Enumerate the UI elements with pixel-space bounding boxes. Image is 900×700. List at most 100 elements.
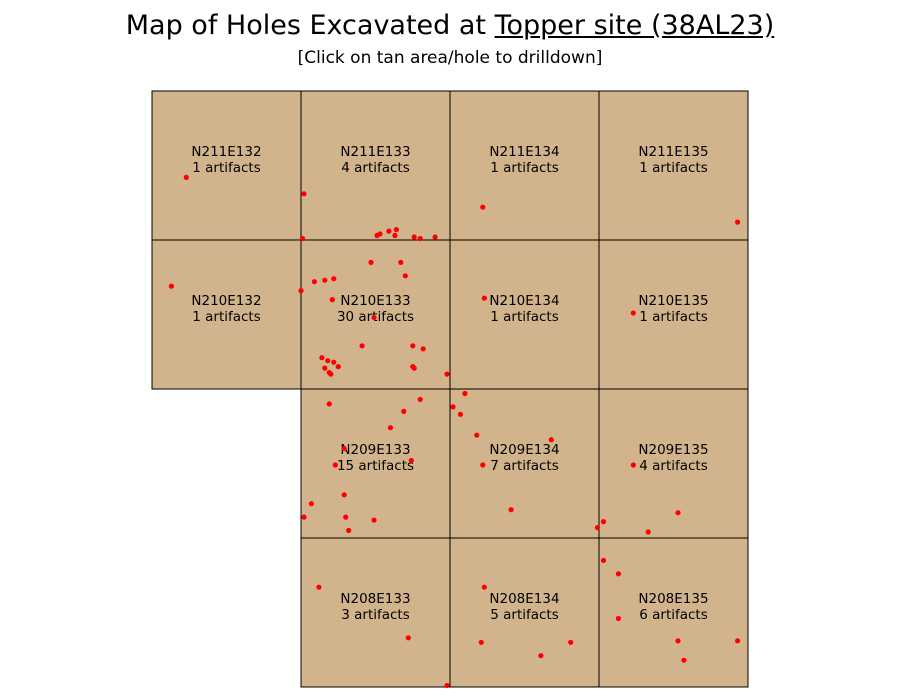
hole-marker[interactable] <box>481 295 487 301</box>
hole-marker[interactable] <box>346 527 352 534</box>
hole-marker[interactable] <box>478 639 484 645</box>
hole-marker[interactable] <box>387 425 393 431</box>
cell-area[interactable] <box>151 239 302 390</box>
hole-marker[interactable] <box>508 507 514 513</box>
cell-area[interactable] <box>300 239 451 390</box>
hole-marker[interactable] <box>328 371 334 377</box>
cell-area[interactable] <box>449 90 600 241</box>
cell-area[interactable] <box>300 388 451 539</box>
hole-marker[interactable] <box>735 219 741 225</box>
hole-marker[interactable] <box>341 446 347 452</box>
hole-marker[interactable] <box>410 343 416 349</box>
hole-marker[interactable] <box>444 371 450 377</box>
hole-marker[interactable] <box>325 358 331 364</box>
hole-marker[interactable] <box>392 232 398 239</box>
hole-marker[interactable] <box>386 228 392 234</box>
hole-marker[interactable] <box>393 227 399 233</box>
hole-marker[interactable] <box>411 234 417 240</box>
hole-marker[interactable] <box>183 174 189 180</box>
hole-marker[interactable] <box>299 235 306 242</box>
hole-marker[interactable] <box>331 276 337 282</box>
hole-marker[interactable] <box>319 355 325 361</box>
hole-marker[interactable] <box>335 364 341 370</box>
hole-marker[interactable] <box>630 462 636 468</box>
hole-marker[interactable] <box>316 584 322 590</box>
hole-marker[interactable] <box>371 517 377 523</box>
site-link[interactable]: Topper site (38AL23) <box>494 10 775 41</box>
cell-area[interactable] <box>449 239 600 390</box>
hole-marker[interactable] <box>548 437 554 443</box>
hole-marker[interactable] <box>681 657 687 663</box>
cell-area[interactable] <box>449 388 600 539</box>
hole-marker[interactable] <box>311 279 317 285</box>
hole-marker[interactable] <box>398 259 404 265</box>
cell-area[interactable] <box>300 537 451 688</box>
hole-marker[interactable] <box>402 273 408 279</box>
hole-marker[interactable] <box>301 514 307 520</box>
hole-marker[interactable] <box>600 519 607 525</box>
hole-marker[interactable] <box>444 682 450 689</box>
hole-marker[interactable] <box>462 390 468 397</box>
hole-marker[interactable] <box>450 404 456 410</box>
cell-area[interactable] <box>449 537 600 688</box>
hole-marker[interactable] <box>420 346 426 352</box>
cell-area[interactable] <box>598 537 749 688</box>
cell-area[interactable] <box>598 90 749 241</box>
hole-marker[interactable] <box>298 288 304 294</box>
cell-area[interactable] <box>300 90 451 241</box>
hole-marker[interactable] <box>600 557 607 564</box>
hole-marker[interactable] <box>301 191 307 197</box>
hole-marker[interactable] <box>331 359 337 365</box>
hole-marker[interactable] <box>735 638 741 644</box>
hole-marker[interactable] <box>594 525 601 531</box>
hole-marker[interactable] <box>322 365 328 371</box>
hole-marker[interactable] <box>481 584 487 590</box>
hole-marker[interactable] <box>341 492 347 498</box>
cell-area[interactable] <box>598 239 749 390</box>
cell-area[interactable] <box>598 388 749 539</box>
hole-marker[interactable] <box>408 457 414 464</box>
hole-marker[interactable] <box>675 510 681 516</box>
hole-marker[interactable] <box>377 231 383 237</box>
hole-marker[interactable] <box>308 501 314 507</box>
hole-marker[interactable] <box>675 638 681 644</box>
hole-marker[interactable] <box>480 204 486 210</box>
hole-marker[interactable] <box>326 401 332 407</box>
hole-marker[interactable] <box>411 365 417 371</box>
hole-marker[interactable] <box>480 462 486 468</box>
hole-marker[interactable] <box>371 314 377 321</box>
hole-marker[interactable] <box>322 277 328 283</box>
hole-marker[interactable] <box>359 343 365 349</box>
hole-marker[interactable] <box>568 639 574 645</box>
hole-marker[interactable] <box>417 396 423 402</box>
hole-marker[interactable] <box>168 283 174 289</box>
hole-marker[interactable] <box>630 310 636 316</box>
hole-marker[interactable] <box>329 297 335 303</box>
hole-marker[interactable] <box>405 635 411 641</box>
hole-marker[interactable] <box>538 653 544 659</box>
hole-marker[interactable] <box>457 411 463 417</box>
hole-marker[interactable] <box>368 259 374 265</box>
hole-marker[interactable] <box>417 235 423 242</box>
hole-marker[interactable] <box>615 615 622 622</box>
hole-marker[interactable] <box>474 432 480 438</box>
hole-marker[interactable] <box>645 529 651 535</box>
hole-marker[interactable] <box>401 408 407 414</box>
hole-marker[interactable] <box>332 462 338 468</box>
hole-marker[interactable] <box>615 571 622 577</box>
hole-marker[interactable] <box>432 234 438 240</box>
